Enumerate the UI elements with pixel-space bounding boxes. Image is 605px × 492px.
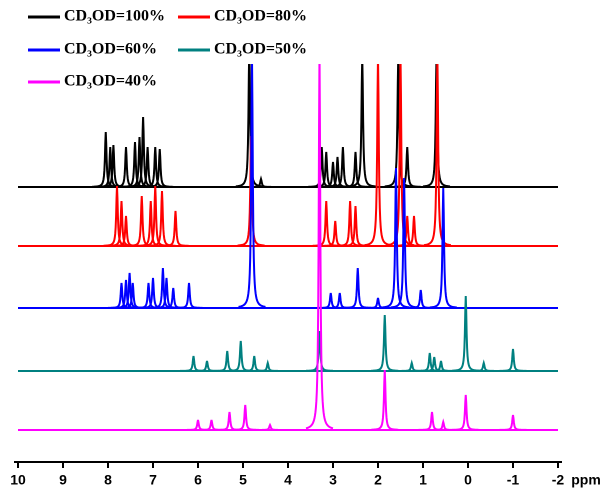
peak — [371, 369, 399, 431]
peak — [398, 359, 426, 372]
x-tick-label: 10 — [10, 472, 26, 488]
x-tick-label: -2 — [552, 472, 565, 488]
peak — [305, 330, 334, 372]
peak — [180, 355, 207, 372]
peak — [213, 350, 241, 372]
peak — [215, 411, 244, 431]
peak — [429, 187, 457, 309]
peak — [371, 314, 399, 372]
peak — [197, 419, 226, 431]
peak — [161, 210, 190, 247]
peak — [256, 422, 284, 431]
peak — [238, 64, 266, 308]
peak — [254, 359, 282, 372]
peak — [146, 148, 174, 188]
legend-label: CD₃OD=50% — [214, 41, 307, 58]
peak — [184, 419, 212, 431]
x-tick-label: 0 — [464, 472, 472, 488]
x-tick-label: 4 — [284, 472, 292, 488]
peak — [341, 151, 370, 188]
x-tick-label: 5 — [239, 472, 247, 488]
peak — [422, 64, 451, 188]
x-tick-label: 7 — [149, 472, 157, 488]
peak — [312, 200, 340, 247]
plot-area — [18, 64, 558, 431]
x-tick-label: 6 — [194, 472, 202, 488]
peak — [429, 418, 457, 431]
x-axis-label: ppm — [571, 472, 601, 488]
legend-label: CD₃OD=80% — [214, 8, 307, 25]
peak — [305, 64, 334, 430]
peak — [384, 64, 412, 188]
peak — [344, 267, 372, 309]
x-tick-label: 1 — [419, 472, 427, 488]
x-tick-label: 3 — [329, 472, 337, 488]
peak — [364, 297, 392, 309]
peak — [499, 348, 527, 372]
legend-label: CD₃OD=60% — [64, 41, 157, 58]
legend-label: CD₃OD=40% — [64, 73, 157, 90]
peak — [235, 64, 263, 188]
peak — [227, 340, 255, 372]
peak — [499, 414, 527, 431]
peak — [390, 177, 418, 309]
peak — [231, 404, 259, 431]
peak — [336, 200, 364, 247]
peak — [175, 282, 203, 309]
peak — [386, 64, 415, 247]
peak — [364, 64, 392, 247]
peak — [427, 360, 455, 372]
x-tick-label: 8 — [104, 472, 112, 488]
peak — [107, 200, 136, 247]
x-tick-label: -1 — [507, 472, 520, 488]
peak — [393, 146, 421, 188]
peak — [393, 215, 421, 247]
peak — [134, 282, 163, 309]
peak — [470, 359, 498, 372]
peak — [452, 394, 480, 431]
peak — [152, 277, 181, 309]
peak — [341, 205, 370, 247]
legend-label: CD₃OD=100% — [64, 8, 165, 25]
x-tick-label: 2 — [374, 472, 382, 488]
peak — [348, 64, 376, 188]
x-tick-label: 9 — [59, 472, 67, 488]
peak — [407, 289, 435, 309]
peak — [382, 167, 410, 309]
peak — [423, 64, 452, 247]
peak — [134, 146, 162, 188]
